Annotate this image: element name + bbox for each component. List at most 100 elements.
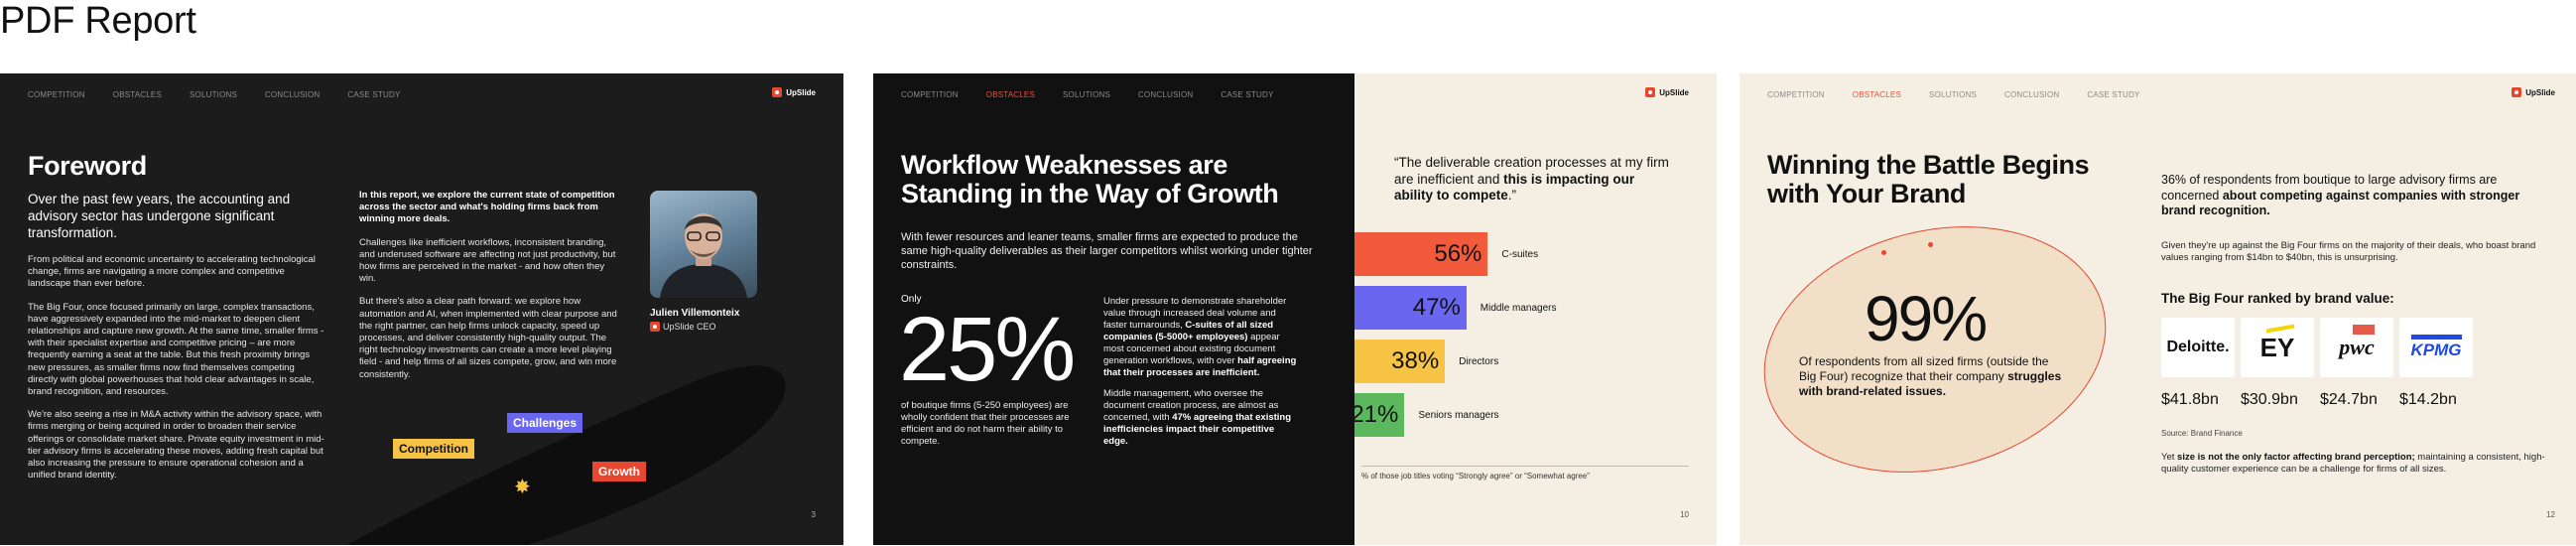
intro-bold: In this report, we explore the current s… [359, 190, 615, 225]
ellipse-dot [1881, 250, 1886, 255]
paragraph: Under pressure to demonstrate shareholde… [1103, 296, 1297, 379]
bar-value-label: 21% [1351, 401, 1399, 428]
brand-value: $30.9bn [2241, 391, 2298, 408]
big-stat: 25% [899, 299, 1076, 400]
bar-row: 56% C-suites [1354, 232, 1538, 276]
nav-case-study[interactable]: CASE STUDY [2087, 90, 2140, 99]
closing-paragraph: Yet size is not the only factor affectin… [2161, 452, 2553, 476]
upslide-logo-icon [1645, 87, 1656, 97]
divider [1361, 466, 1689, 467]
pwc-logo-text: pwc [2339, 335, 2375, 359]
left-column: From political and economic uncertainty … [28, 254, 325, 492]
slide-winning-battle: COMPETITION OBSTACLES SOLUTIONS CONCLUSI… [1739, 73, 2576, 545]
right-column: Under pressure to demonstrate shareholde… [1103, 296, 1297, 457]
text-bold: C-suites of all sized companies (5-5000+… [1103, 320, 1274, 342]
deloitte-logo: Deloitte. [2166, 339, 2230, 355]
sparkle-icon: ✸ [514, 477, 531, 498]
survey-quote: “The deliverable creation processes at m… [1394, 155, 1672, 205]
bar: 56% [1354, 232, 1488, 276]
brand-value: $14.2bn [2399, 391, 2457, 408]
text-bold: this is impacting our ability to compete [1394, 171, 1635, 204]
ceo-role-text: UpSlide CEO [663, 322, 716, 332]
kpmg-logo: KPMG [2410, 335, 2462, 360]
big-stat: 99% [1865, 283, 1988, 354]
nav-obstacles[interactable]: OBSTACLES [985, 90, 1035, 99]
bar-chart: 56% C-suites 47% Middle managers 38% Director… [1351, 232, 1692, 451]
slide-title: Foreword [28, 151, 147, 181]
slide-nav: COMPETITION OBSTACLES SOLUTIONS CONCLUSI… [28, 90, 401, 99]
nav-competition[interactable]: COMPETITION [901, 90, 959, 99]
slide-lead: Over the past few years, the accounting … [28, 192, 291, 240]
text-bold: struggles with brand-related issues. [1799, 369, 2062, 398]
ceo-portrait [650, 191, 757, 298]
bar: 47% [1354, 286, 1467, 330]
right-paragraph: Given they're up against the Big Four fi… [2161, 240, 2536, 263]
nav-case-study[interactable]: CASE STUDY [1221, 90, 1274, 99]
page-number: 12 [2546, 510, 2555, 519]
bar-category-label: Directors [1459, 355, 1499, 367]
text: Under pressure to demonstrate shareholde… [1103, 296, 1287, 331]
nav-conclusion[interactable]: CONCLUSION [1138, 90, 1194, 99]
deloitte-logo-card: Deloitte. [2161, 318, 2235, 377]
ellipse-dot [1928, 242, 1933, 247]
slide-nav: COMPETITION OBSTACLES SOLUTIONS CONCLUSI… [1767, 90, 2140, 99]
text: maintaining a consistent, high-quality c… [2161, 452, 2545, 475]
ranking-title: The Big Four ranked by brand value: [2161, 291, 2394, 306]
slide-lead: With fewer resources and leaner teams, s… [901, 231, 1313, 271]
ceo-name: Julien Villemonteix [650, 308, 740, 319]
paragraph: But there's also a clear path forward: w… [359, 296, 617, 380]
nav-solutions[interactable]: SOLUTIONS [1063, 90, 1111, 99]
nav-conclusion[interactable]: CONCLUSION [2004, 90, 2060, 99]
decorative-swoosh [346, 365, 786, 545]
nav-solutions[interactable]: SOLUTIONS [190, 90, 238, 99]
paragraph: From political and economic uncertainty … [28, 254, 316, 290]
text-bold: size is not the only factor affecting br… [2177, 452, 2415, 463]
ey-logo-text: EY [2259, 332, 2295, 362]
paragraph: We're also seeing a rise in M&A activity… [28, 409, 324, 481]
nav-conclusion[interactable]: CONCLUSION [265, 90, 321, 99]
upslide-logo-icon [772, 87, 783, 97]
bar-row: 21% Seniors managers [1351, 393, 1499, 437]
slide-nav: COMPETITION OBSTACLES SOLUTIONS CONCLUSI… [901, 90, 1274, 99]
bar-category-label: C-suites [1501, 248, 1539, 260]
text-bold: half agreeing that their processes are i… [1103, 355, 1297, 378]
upslide-logo: UpSlide [772, 87, 816, 97]
tag-challenges: Challenges [507, 413, 583, 433]
page-number: 10 [1680, 510, 1689, 519]
logo-text: UpSlide [1659, 87, 1689, 97]
nav-case-study[interactable]: CASE STUDY [347, 90, 401, 99]
chart-footnote: % of those job titles voting “Strongly a… [1361, 472, 1590, 480]
text-bold: about competing against companies with s… [2161, 188, 2520, 218]
bar-value-label: 47% [1412, 294, 1461, 321]
upslide-logo: UpSlide [2512, 87, 2555, 97]
text-bold: 47% agreeing that existing inefficiencie… [1103, 412, 1292, 447]
dark-panel [873, 73, 1354, 545]
pwc-logo-card: pwc [2320, 318, 2393, 377]
bar-row: 38% Directors [1354, 340, 1498, 383]
tag-growth: Growth [592, 462, 646, 481]
nav-competition[interactable]: COMPETITION [28, 90, 85, 99]
nav-competition[interactable]: COMPETITION [1767, 90, 1825, 99]
ey-logo: EY [2259, 324, 2295, 363]
nav-obstacles[interactable]: OBSTACLES [1852, 90, 1901, 99]
middle-column: In this report, we explore the current s… [359, 190, 619, 392]
nav-obstacles[interactable]: OBSTACLES [112, 90, 162, 99]
brand-value: $41.8bn [2161, 391, 2219, 408]
bar-row: 47% Middle managers [1354, 286, 1557, 330]
text: appear most concerned about existing doc… [1103, 332, 1280, 366]
logo-text: UpSlide [786, 87, 816, 97]
page-title: PDF Report [0, 0, 196, 42]
nav-solutions[interactable]: SOLUTIONS [1929, 90, 1978, 99]
slide-title: Workflow Weaknesses are Standing in the … [901, 150, 1279, 208]
ceo-role: UpSlide CEO [650, 322, 716, 332]
text: “The deliverable creation processes at m… [1394, 155, 1669, 187]
brand-value: $24.7bn [2320, 391, 2378, 408]
pwc-logo: pwc [2339, 325, 2376, 360]
tag-competition: Competition [393, 439, 474, 459]
page-number: 3 [811, 510, 816, 519]
bar-value-label: 56% [1434, 240, 1482, 267]
bar: 21% [1351, 393, 1405, 437]
paragraph: Challenges like inefficient workflows, i… [359, 236, 616, 285]
source-note: Source: Brand Finance [2161, 429, 2243, 438]
text: Yet [2161, 452, 2178, 463]
